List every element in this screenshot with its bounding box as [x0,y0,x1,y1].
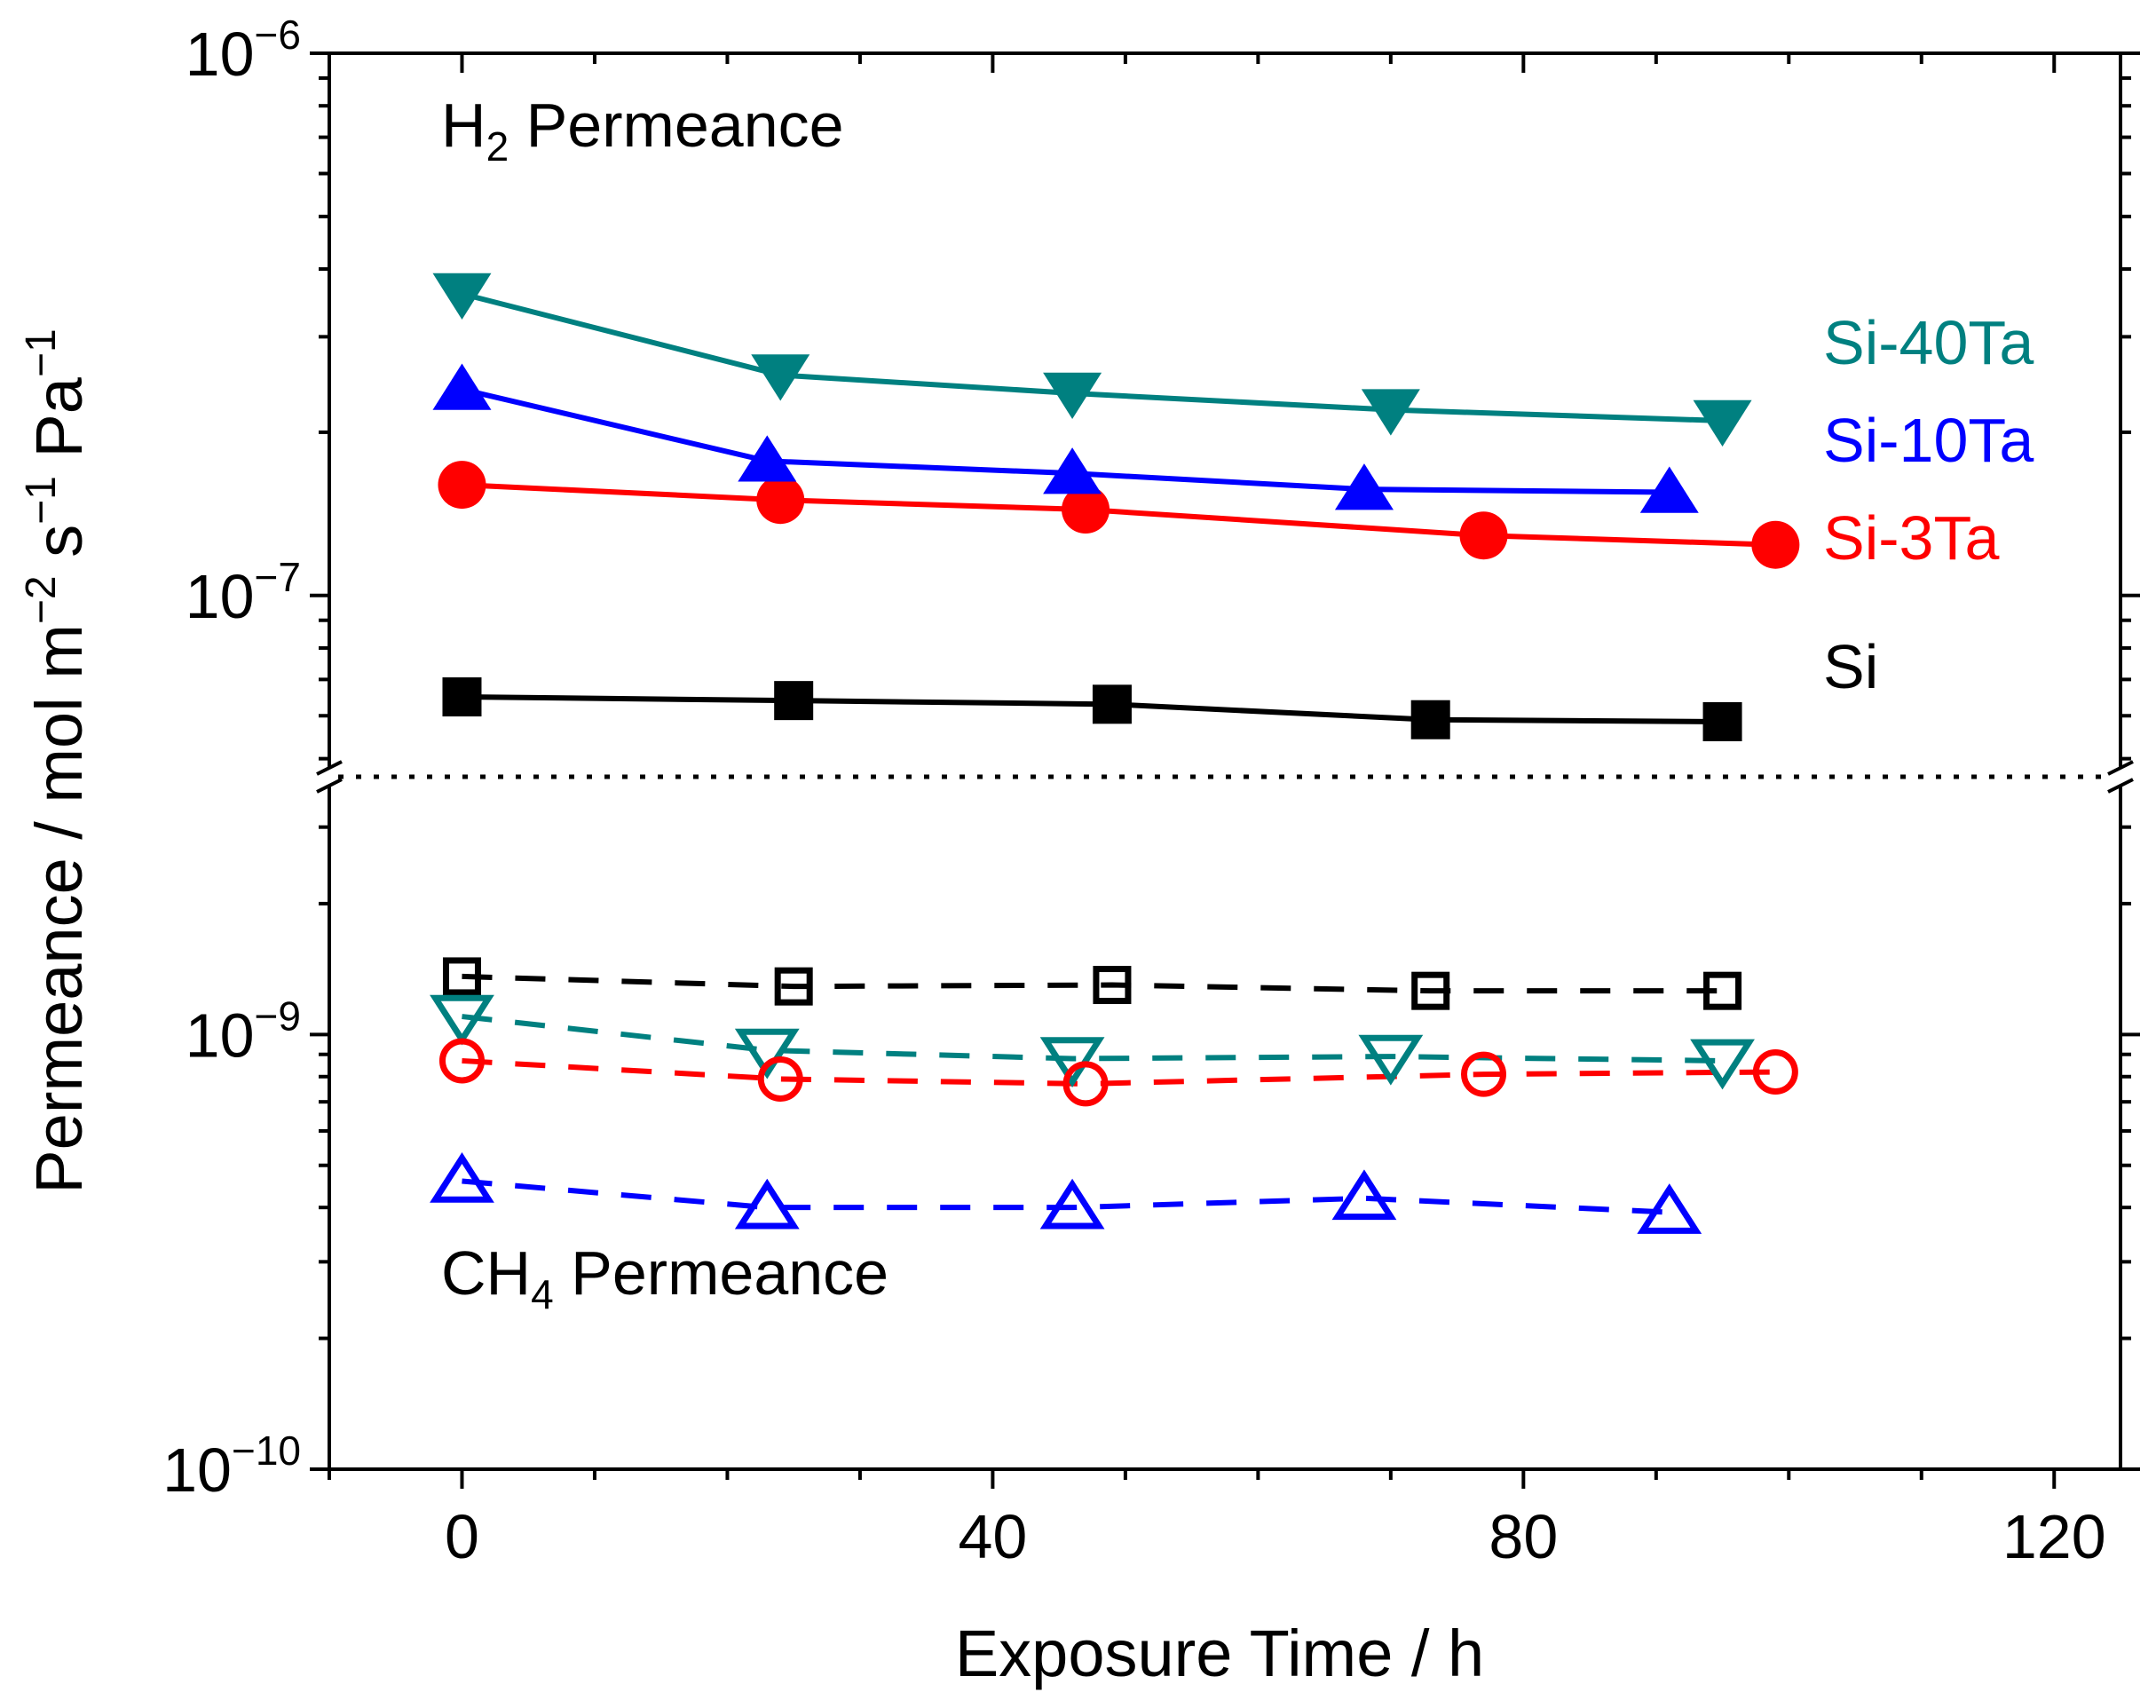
y-axis-label-superscript: −1 [18,476,65,525]
y-axis-label-text: Pa [22,376,96,476]
data-point-si-3ta-ch4 [1752,1049,1798,1095]
lower-y-tick-label: 10−10 [162,1427,301,1505]
upper-y-tick-base: 10 [186,20,255,89]
data-point-si-40ta-h2 [1693,399,1752,447]
data-point-si-10ta-ch4 [1331,1169,1397,1221]
lower-y-tick-base: 10 [186,1000,255,1070]
lower-y-tick-base: 10 [162,1435,232,1505]
data-point-si-h2 [1702,701,1742,741]
h2-panel-title-main: H [441,91,486,160]
y-axis-label: Permeance / mol m−2 s−1 Pa−1 [18,328,96,1193]
data-point-si-10ta-ch4 [1039,1178,1105,1230]
left-axis-break-mark [316,760,343,776]
data-point-si-3ta-h2 [1459,511,1508,560]
data-point-si-40ta-h2 [432,273,492,320]
data-point-si-ch4 [1093,966,1132,1005]
data-point-si-h2 [774,681,814,721]
x-tick-label: 80 [1489,1502,1558,1571]
y-axis-label-text: Permeance / mol m [22,624,96,1194]
data-point-si-h2 [1092,684,1132,724]
x-tick-label: 0 [445,1502,479,1571]
lower-y-tick-power: −9 [255,992,301,1039]
data-point-si-10ta-h2 [738,435,797,482]
data-point-si-3ta-ch4 [1062,1061,1109,1107]
x-tick-label: 40 [958,1502,1027,1571]
upper-y-tick-label: 10−6 [186,12,301,89]
y-axis-label-text: s [22,525,96,576]
data-point-si-40ta-ch4 [430,994,494,1046]
data-point-si-3ta-ch4 [438,1038,485,1084]
data-point-si-3ta-h2 [1751,520,1800,569]
right-axis-break-mark [2107,778,2134,794]
data-point-si-3ta-h2 [438,461,486,510]
series-line-si-ch4 [462,973,1723,994]
y-axis-label-superscript: −2 [18,575,65,624]
right-axis-break-mark [2107,760,2134,776]
h2-panel-title-rest: Permeance [509,91,843,160]
data-point-si-h2 [442,677,482,717]
data-point-si-10ta-h2 [1639,466,1699,513]
data-point-si-ch4 [1703,971,1742,1010]
series-label-si: Si [1823,632,1878,701]
series-line-si-40ta-ch4 [462,1014,1723,1064]
ch4-panel-title-rest: Permeance [554,1238,888,1308]
data-point-si-10ta-ch4 [430,1151,494,1203]
data-point-si-ch4 [442,957,481,996]
data-point-si-40ta-ch4 [1039,1037,1105,1087]
lower-y-tick-label: 10−9 [186,992,301,1070]
data-point-si-40ta-ch4 [734,1028,800,1079]
data-point-si-40ta-ch4 [1358,1034,1424,1086]
upper-y-tick-label: 10−7 [186,554,301,631]
series-label-si-10ta: Si-10Ta [1823,406,2034,475]
ch4-panel-title-main: CH [441,1238,531,1308]
x-tick-label: 120 [2002,1502,2106,1571]
left-axis-break-mark [316,778,343,794]
series-line-si-10ta-ch4 [462,1178,1670,1215]
data-point-si-3ta-h2 [756,476,805,525]
data-point-si-h2 [1410,700,1450,739]
data-point-si-ch4 [1411,971,1450,1010]
data-point-si-3ta-h2 [1062,486,1110,534]
data-point-si-3ta-ch4 [757,1056,803,1102]
h2-panel-title: H2 Permeance [441,91,844,170]
x-axis-label: Exposure Time / h [955,1617,1484,1690]
data-point-si-10ta-ch4 [734,1178,800,1230]
data-point-si-40ta-h2 [1361,389,1420,436]
y-axis-label-superscript: −1 [18,328,65,377]
upper-y-tick-base: 10 [186,562,255,631]
data-point-si-40ta-h2 [1043,372,1102,420]
data-point-si-ch4 [774,967,813,1006]
ch4-panel-title-sub: 4 [531,1271,554,1317]
upper-y-tick-power: −6 [255,12,301,58]
series-line-si-3ta-ch4 [462,1057,1776,1087]
data-point-si-3ta-ch4 [1460,1051,1506,1097]
series-label-si-40ta: Si-40Ta [1823,308,2034,377]
upper-y-tick-power: −7 [255,554,301,600]
data-point-si-40ta-h2 [751,354,810,401]
h2-panel-title-sub: 2 [486,123,509,170]
ch4-panel-title: CH4 Permeance [441,1238,888,1317]
data-point-si-40ta-ch4 [1690,1039,1755,1090]
data-point-si-10ta-h2 [1334,463,1394,510]
data-point-si-10ta-h2 [1043,447,1102,494]
data-point-si-10ta-ch4 [1637,1183,1702,1234]
data-point-si-10ta-h2 [432,363,492,410]
series-label-si-3ta: Si-3Ta [1823,503,1999,573]
lower-y-tick-power: −10 [232,1427,301,1474]
